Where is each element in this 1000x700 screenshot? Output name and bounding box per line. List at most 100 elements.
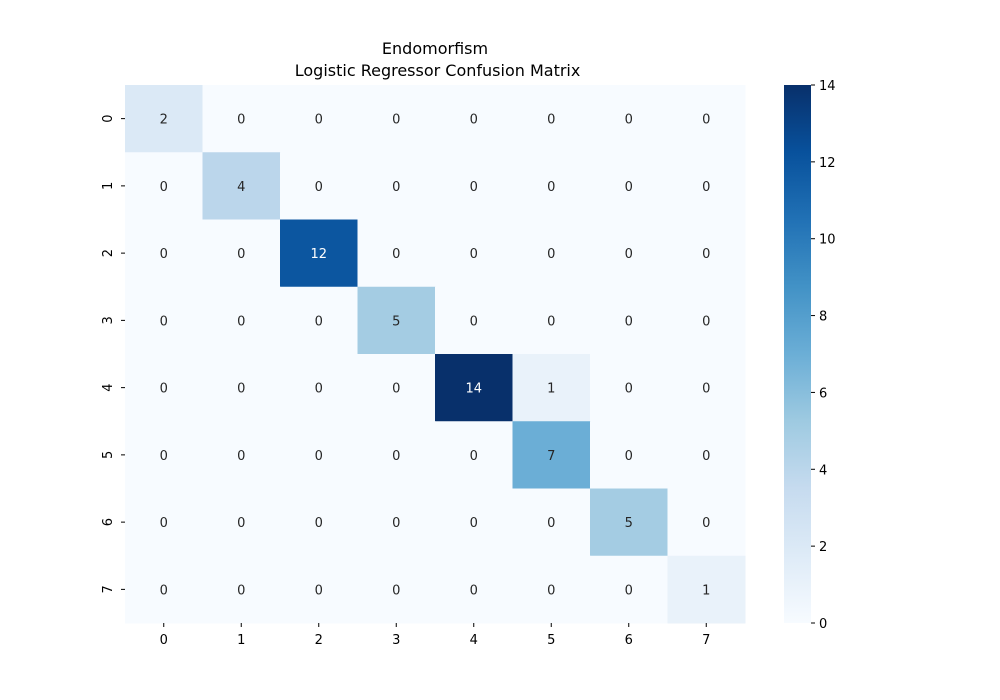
cell-value-r2-c5: 0 [547, 247, 555, 262]
cell-value-r3-c6: 0 [625, 314, 633, 329]
cell-value-r7-c5: 0 [547, 583, 555, 598]
colorbar-tick-label-10: 10 [819, 233, 836, 248]
cell-value-r0-c3: 0 [392, 113, 400, 128]
heatmap-cell-r3-c0 [125, 286, 203, 355]
heatmap-cell-r1-c2 [280, 152, 358, 220]
heatmap-cell-r6-c7 [667, 488, 746, 557]
heatmap-cell-r5-c4 [435, 421, 513, 489]
cell-value-r4-c4: 14 [465, 382, 482, 397]
heatmap-cell-r5-c1 [202, 421, 281, 489]
cell-value-r7-c1: 0 [237, 583, 245, 598]
heatmap-cell-r2-c3 [357, 219, 436, 288]
cell-value-r6-c3: 0 [392, 516, 400, 531]
heatmap-cell-r4-c4 [435, 354, 513, 422]
heatmap-cell-r6-c5 [512, 488, 591, 557]
cell-value-r0-c7: 0 [702, 113, 710, 128]
cell-value-r2-c2: 12 [310, 247, 327, 262]
cell-value-r7-c2: 0 [315, 583, 323, 598]
heatmap-cell-r3-c7 [667, 286, 746, 355]
heatmap-cell-r5-c2 [280, 421, 358, 489]
heatmap-cell-r6-c1 [202, 488, 281, 557]
heatmap-cell-r2-c7 [667, 219, 746, 288]
x-tick-label-5: 5 [547, 633, 555, 648]
cell-value-r5-c5: 7 [547, 449, 555, 464]
heatmap-cell-r4-c6 [590, 354, 668, 422]
cell-value-r5-c3: 0 [392, 449, 400, 464]
heatmap-cell-r2-c5 [512, 219, 591, 288]
y-tick-label-6: 6 [101, 518, 116, 526]
y-tick-label-2: 2 [101, 249, 116, 257]
heatmap-cell-r0-c3 [357, 85, 436, 153]
cell-value-r4-c5: 1 [547, 382, 555, 397]
colorbar-tick-label-0: 0 [819, 617, 827, 632]
colorbar-gradient [784, 85, 811, 623]
cell-value-r7-c4: 0 [470, 583, 478, 598]
heatmap-cell-r2-c1 [202, 219, 281, 288]
cell-value-r5-c0: 0 [160, 449, 168, 464]
y-tick-label-4: 4 [101, 383, 116, 391]
heatmap-cell-r1-c3 [357, 152, 436, 220]
x-tick-label-6: 6 [625, 633, 633, 648]
heatmap-cell-r2-c6 [590, 219, 668, 288]
cell-value-r5-c2: 0 [315, 449, 323, 464]
heatmap-cell-r1-c6 [590, 152, 668, 220]
colorbar-tick-label-8: 8 [819, 310, 827, 325]
heatmap-cell-r7-c0 [125, 555, 203, 624]
x-tick-label-4: 4 [470, 633, 478, 648]
cell-value-r6-c6: 5 [625, 516, 633, 531]
y-tick-label-7: 7 [101, 585, 116, 593]
cell-value-r1-c3: 0 [392, 180, 400, 195]
heatmap-cell-r4-c0 [125, 354, 203, 422]
cell-value-r2-c3: 0 [392, 247, 400, 262]
heatmap-cell-r3-c3 [357, 286, 436, 355]
heatmap-cell-r3-c6 [590, 286, 668, 355]
chart-title-line2: Logistic Regressor Confusion Matrix [290, 61, 581, 80]
heatmap-cell-r1-c1 [202, 152, 281, 220]
heatmap-cell-r0-c6 [590, 85, 668, 153]
cell-value-r7-c7: 1 [702, 583, 710, 598]
cell-value-r5-c4: 0 [470, 449, 478, 464]
heatmap-cell-r5-c0 [125, 421, 203, 489]
heatmap-cell-r3-c2 [280, 286, 358, 355]
cell-value-r3-c3: 5 [392, 314, 400, 329]
colorbar-tick-label-2: 2 [819, 540, 827, 555]
heatmap-cell-r7-c3 [357, 555, 436, 624]
cell-value-r0-c6: 0 [625, 113, 633, 128]
heatmap-cell-r6-c2 [280, 488, 358, 557]
heatmap-cell-r3-c5 [512, 286, 591, 355]
heatmap-cell-r7-c2 [280, 555, 358, 624]
heatmap-cell-r2-c4 [435, 219, 513, 288]
chart-title-line1: Endomorfism [382, 39, 488, 58]
heatmap-cell-r6-c4 [435, 488, 513, 557]
cell-value-r1-c5: 0 [547, 180, 555, 195]
heatmap-cell-r4-c7 [667, 354, 746, 422]
x-axis: 0 1 2 3 4 5 6 7 [160, 623, 710, 648]
heatmap-cell-r4-c5 [512, 354, 591, 422]
cell-value-r3-c2: 0 [315, 314, 323, 329]
cell-value-r3-c4: 0 [470, 314, 478, 329]
cell-value-r7-c0: 0 [160, 583, 168, 598]
heatmap-cell-r1-c4 [435, 152, 513, 220]
colorbar: 0 2 4 6 8 10 12 14 [784, 79, 836, 632]
cell-value-r4-c1: 0 [237, 382, 245, 397]
cell-value-r3-c7: 0 [702, 314, 710, 329]
heatmap-cell-r0-c1 [202, 85, 281, 153]
cell-value-r0-c4: 0 [470, 113, 478, 128]
x-tick-label-3: 3 [392, 633, 400, 648]
x-tick-label-2: 2 [315, 633, 323, 648]
cell-value-r1-c1: 4 [237, 180, 245, 195]
heatmap-cell-r5-c7 [667, 421, 746, 489]
cell-value-r3-c5: 0 [547, 314, 555, 329]
colorbar-tick-label-12: 12 [819, 156, 836, 171]
heatmap-cell-r6-c0 [125, 488, 203, 557]
cell-value-r5-c7: 0 [702, 449, 710, 464]
heatmap-cell-r0-c4 [435, 85, 513, 153]
heatmap-cell-r2-c2 [280, 219, 358, 288]
cell-value-r2-c4: 0 [470, 247, 478, 262]
cell-value-r4-c0: 0 [160, 382, 168, 397]
y-tick-label-5: 5 [101, 451, 116, 459]
heatmap-cell-r0-c7 [667, 85, 746, 153]
cell-value-r3-c1: 0 [237, 314, 245, 329]
cell-value-r6-c7: 0 [702, 516, 710, 531]
